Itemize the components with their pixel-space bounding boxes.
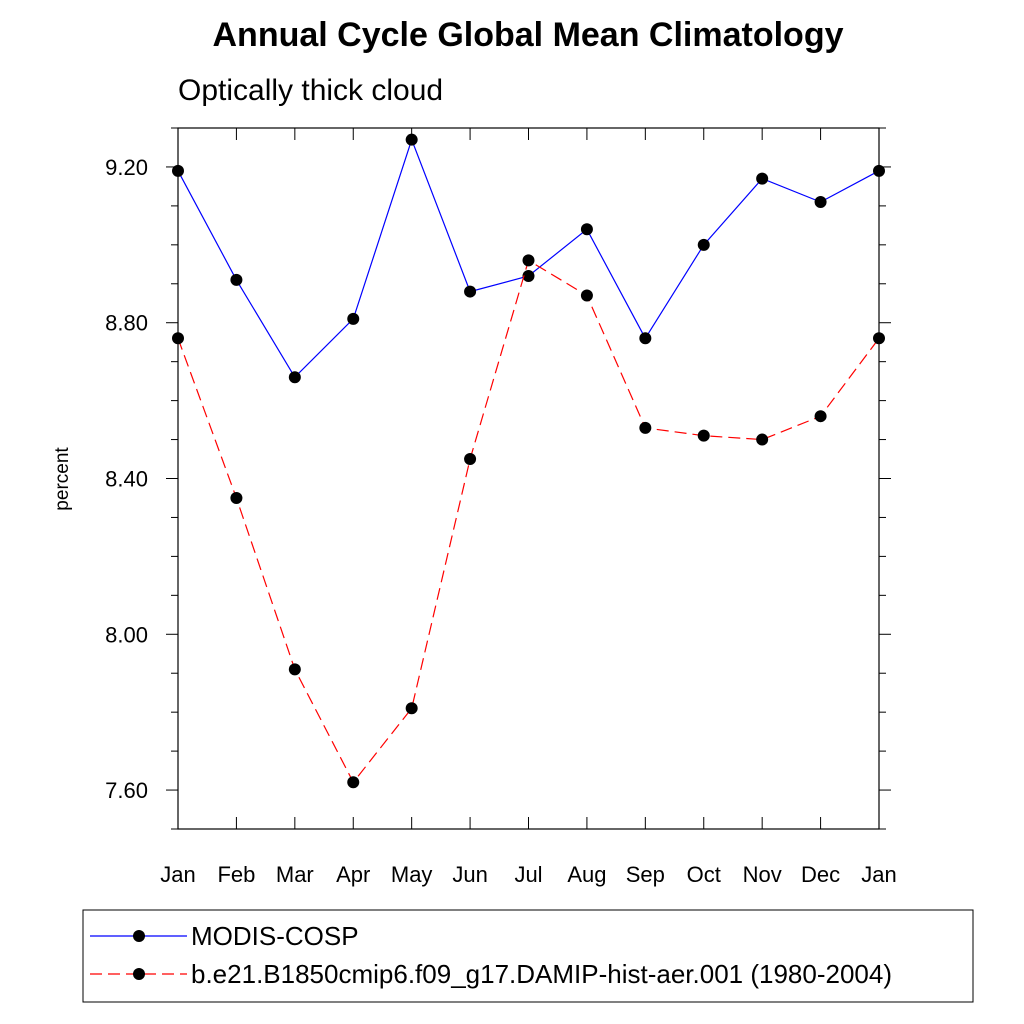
data-point bbox=[756, 172, 769, 185]
x-tick-label: Apr bbox=[336, 862, 370, 887]
data-point bbox=[405, 702, 418, 715]
data-point bbox=[580, 289, 593, 302]
data-point bbox=[814, 195, 827, 208]
y-tick-label: 8.80 bbox=[105, 311, 148, 336]
data-point bbox=[697, 238, 710, 251]
data-point bbox=[288, 371, 301, 384]
data-point bbox=[639, 332, 652, 345]
data-point bbox=[464, 453, 477, 466]
x-tick-label: Sep bbox=[626, 862, 665, 887]
data-point bbox=[172, 332, 184, 345]
x-tick-label: Jun bbox=[452, 862, 487, 887]
plot-frame bbox=[177, 127, 880, 830]
data-point bbox=[172, 164, 184, 177]
data-point bbox=[522, 254, 535, 267]
data-point bbox=[405, 133, 418, 146]
data-point bbox=[639, 421, 652, 434]
axis-ticks bbox=[166, 127, 891, 830]
data-point bbox=[464, 285, 477, 298]
x-tick-label: May bbox=[391, 862, 433, 887]
data-point bbox=[347, 312, 360, 325]
y-axis-label: percent bbox=[52, 447, 73, 511]
data-point bbox=[873, 332, 885, 345]
chart-title: Annual Cycle Global Mean Climatology bbox=[213, 16, 844, 54]
legend: MODIS-COSP b.e21.B1850cmip6.f09_g17.DAMIP… bbox=[90, 921, 892, 989]
data-point bbox=[580, 223, 593, 236]
x-tick-label: Oct bbox=[687, 862, 721, 887]
y-tick-label: 7.60 bbox=[105, 778, 148, 803]
x-tick-label: Mar bbox=[276, 862, 314, 887]
x-tick-label: Jan bbox=[861, 862, 896, 887]
chart-subtitle: Optically thick cloud bbox=[178, 74, 443, 107]
data-point bbox=[288, 663, 301, 676]
legend-marker bbox=[133, 930, 145, 942]
legend-label: MODIS-COSP bbox=[191, 921, 359, 951]
x-tick-label: Jan bbox=[160, 862, 195, 887]
x-tick-label: Feb bbox=[217, 862, 255, 887]
legend-box bbox=[82, 909, 974, 1003]
legend-label: b.e21.B1850cmip6.f09_g17.DAMIP-hist-aer.… bbox=[191, 959, 892, 989]
data-point bbox=[347, 776, 360, 789]
data-point bbox=[873, 164, 885, 177]
x-tick-labels: Jan Feb Mar Apr May Jun Jul Aug Sep Oct Nov Dec Jan bbox=[160, 862, 896, 887]
x-tick-label: Jul bbox=[514, 862, 542, 887]
legend-marker bbox=[133, 968, 145, 980]
x-tick-label: Dec bbox=[801, 862, 840, 887]
series-layer bbox=[172, 133, 885, 789]
y-tick-label: 9.20 bbox=[105, 155, 148, 180]
y-tick-labels: 7.60 8.00 8.40 8.80 9.20 bbox=[105, 155, 148, 803]
data-point bbox=[814, 410, 827, 423]
data-point bbox=[756, 433, 769, 446]
x-tick-label: Nov bbox=[743, 862, 782, 887]
y-tick-label: 8.40 bbox=[105, 467, 148, 492]
x-tick-label: Aug bbox=[567, 862, 606, 887]
series-line-1 bbox=[177, 259, 880, 784]
data-point bbox=[230, 273, 243, 286]
data-point bbox=[522, 269, 535, 282]
data-point bbox=[697, 429, 710, 442]
data-point bbox=[230, 491, 243, 504]
y-tick-label: 8.00 bbox=[105, 622, 148, 647]
